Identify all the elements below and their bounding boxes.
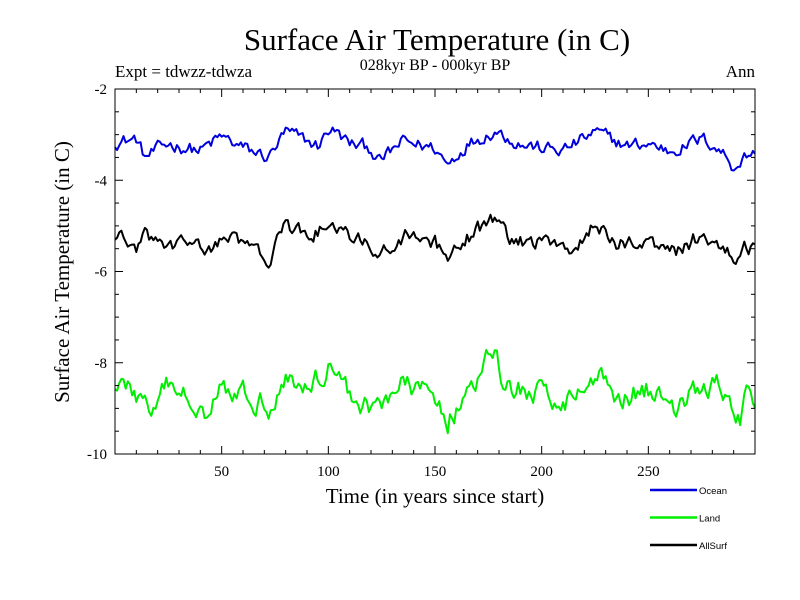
x-tick-label: 200 (530, 464, 553, 480)
x-tick-label: 100 (317, 464, 340, 480)
experiment-label: Expt = tdwzz-tdwza (115, 62, 252, 81)
series-line-allsurf (114, 213, 756, 269)
y-tick-label: -2 (95, 82, 108, 98)
season-label: Ann (726, 62, 756, 81)
x-axis-label: Time (in years since start) (326, 484, 545, 508)
y-tick-label: -6 (95, 265, 108, 281)
y-tick-label: -4 (95, 173, 108, 189)
plot-series (114, 126, 756, 435)
legend-label-land: Land (699, 514, 720, 525)
legend: Ocean Land AllSurf (650, 486, 727, 552)
series-line-ocean (114, 126, 756, 172)
tick-labels: 50 100 150 200 250 -2 -4 -6 -8 -10 (87, 82, 660, 480)
chart-subtitle: 028kyr BP - 000kyr BP (360, 57, 511, 74)
x-tick-label: 50 (214, 464, 229, 480)
chart-title: Surface Air Temperature (in C) (244, 22, 630, 57)
y-axis-label: Surface Air Temperature (in C) (50, 141, 74, 403)
plot-frame (114, 88, 756, 455)
series-line-land (114, 349, 756, 435)
x-tick-label: 150 (424, 464, 447, 480)
legend-label-allsurf: AllSurf (699, 541, 727, 552)
y-tick-label: -10 (87, 447, 107, 463)
y-tick-label: -8 (95, 356, 108, 372)
x-tick-label: 250 (637, 464, 660, 480)
legend-label-ocean: Ocean (699, 486, 727, 497)
